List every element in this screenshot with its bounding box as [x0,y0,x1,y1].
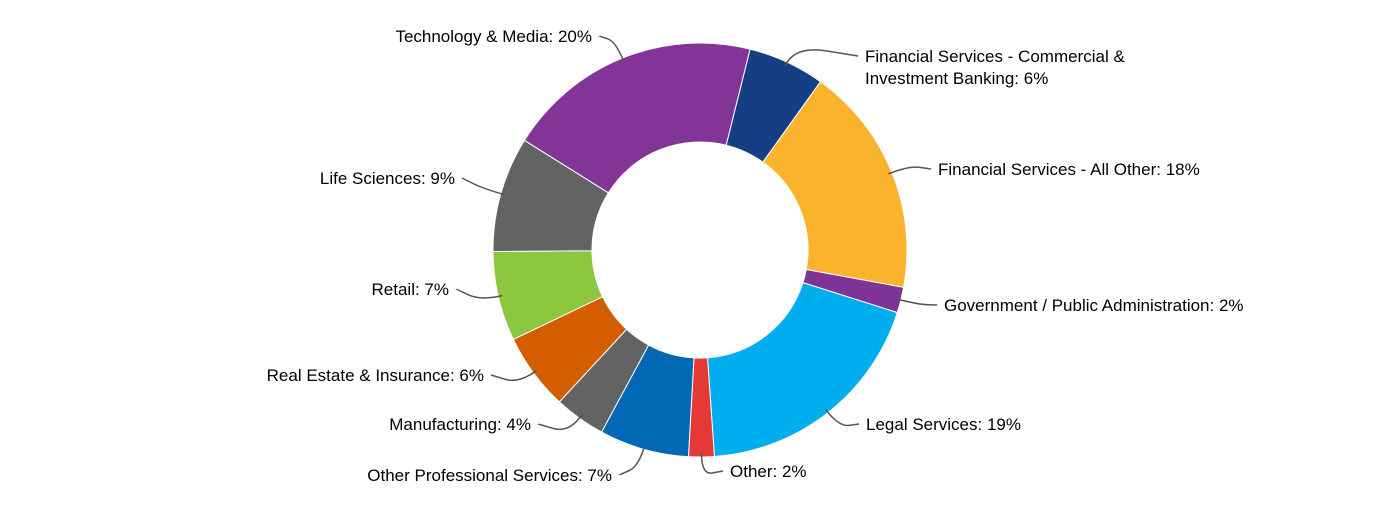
data-label-line: Other Professional Services: 7% [367,466,612,485]
data-label-line: Financial Services - All Other: 18% [938,160,1200,179]
slice-financial-services-all-other[interactable] [762,80,908,288]
connector-line [490,369,538,382]
data-label: Financial Services - Commercial & Investm… [865,47,1125,88]
data-label-line: Other: 2% [730,462,807,481]
data-label: Real Estate & Insurance: 6% [267,366,484,385]
connector-line [887,166,932,175]
connector-line [455,288,503,299]
connector-line [598,35,625,63]
data-label-line: Life Sciences: 9% [320,169,455,188]
data-label: Life Sciences: 9% [320,169,455,188]
connector-line [700,452,724,474]
connector-line [784,49,859,67]
data-label: Manufacturing: 4% [389,415,531,434]
data-label: Financial Services - All Other: 18% [938,160,1200,179]
data-label-line: Manufacturing: 4% [389,415,531,434]
data-label-line: Real Estate & Insurance: 6% [267,366,484,385]
data-label: Other: 2% [730,462,807,481]
connector-line [618,445,646,476]
slice-technology-media[interactable] [523,42,751,194]
data-label: Legal Services: 19% [866,415,1021,434]
data-label: Government / Public Administration: 2% [944,296,1244,315]
data-label: Other Professional Services: 7% [367,466,612,485]
data-label-line: Legal Services: 19% [866,415,1021,434]
connector-line [824,409,860,427]
slice-legal-services[interactable] [707,282,898,458]
connector-line [896,298,938,306]
connector-line [461,177,505,196]
data-label: Technology & Media: 20% [395,27,592,46]
data-label-line: Government / Public Administration: 2% [944,296,1244,315]
data-label: Retail: 7% [372,280,449,299]
connector-line [537,414,583,431]
data-label-line: Financial Services - Commercial & [865,47,1125,66]
data-label-line: Technology & Media: 20% [395,27,592,46]
data-label-line: Retail: 7% [372,280,449,299]
data-label-line: Investment Banking: 6% [865,69,1048,88]
